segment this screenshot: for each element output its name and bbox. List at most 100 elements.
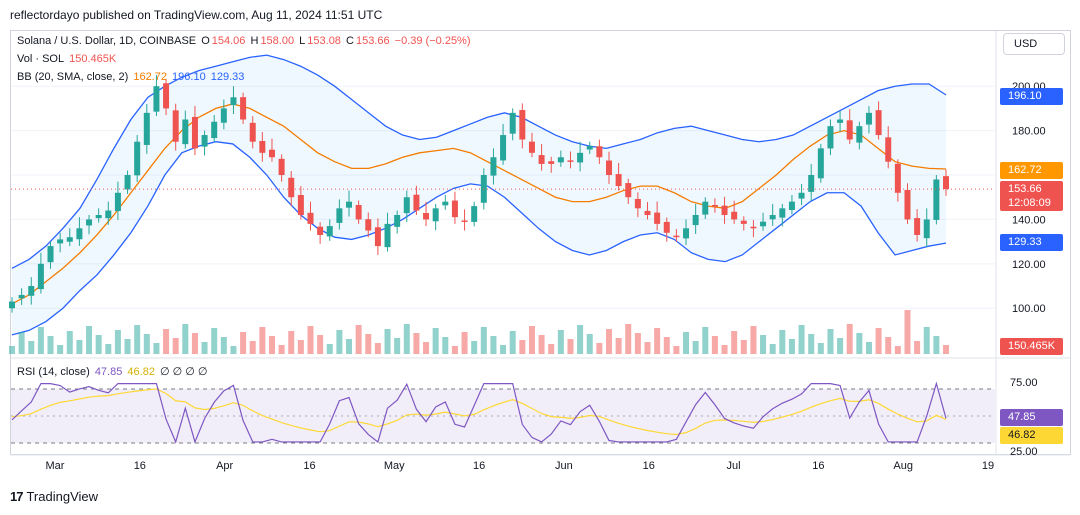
volume-bar <box>423 342 430 354</box>
volume-bar <box>933 336 940 354</box>
candle-body <box>779 208 786 218</box>
candle-body <box>384 223 391 248</box>
candle-body <box>57 239 64 244</box>
volume-bar <box>451 346 458 354</box>
tradingview-logo-icon: 17 <box>10 489 24 504</box>
rsi-value: 47.85 <box>94 366 123 378</box>
candle-body <box>702 201 709 215</box>
volume-bar <box>124 339 131 354</box>
candle-body <box>374 227 381 247</box>
volume-bar <box>28 341 35 354</box>
candle-body <box>557 157 564 163</box>
time-axis-label: Jul <box>727 460 741 472</box>
volume-bar <box>47 336 54 354</box>
volume-bar <box>442 337 449 354</box>
volume-bar <box>211 328 218 354</box>
volume-bar <box>480 327 487 354</box>
time-axis-label: 16 <box>473 460 485 472</box>
candle-body <box>182 119 189 145</box>
time-axis-label: Mar <box>46 460 65 472</box>
candle-body <box>413 194 420 211</box>
bb-lower-tag: 129.33 <box>1000 234 1063 251</box>
candle-body <box>442 201 449 206</box>
volume-bar <box>509 331 516 354</box>
candle-body <box>943 176 949 190</box>
volume-bar <box>788 339 795 354</box>
chart-frame[interactable] <box>10 30 1071 455</box>
time-axis-label: 16 <box>812 460 824 472</box>
time-axis-label: 16 <box>134 460 146 472</box>
rsi-empty-values: ∅ ∅ ∅ ∅ <box>160 366 208 378</box>
publisher-line: reflectordayo published on TradingView.c… <box>10 8 383 22</box>
rsi-axis-label: 75.00 <box>1010 377 1038 389</box>
volume-bar <box>9 346 15 354</box>
volume-label: Vol · SOL <box>17 53 65 65</box>
open-value: 154.06 <box>211 35 246 47</box>
volume-bar <box>259 327 266 354</box>
volume-bar <box>220 337 227 354</box>
candle-body <box>346 201 353 208</box>
candle-body <box>153 86 160 112</box>
volume-bar <box>769 344 776 354</box>
candle-body <box>211 121 218 139</box>
candle-body <box>683 228 690 239</box>
volume-bar <box>326 344 333 354</box>
candle-body <box>615 174 622 187</box>
candle-body <box>307 212 314 224</box>
volume-bar <box>18 332 25 354</box>
candle-body <box>432 208 439 222</box>
volume-bar <box>240 332 247 354</box>
volume-bar <box>249 341 256 354</box>
candle-body <box>163 83 170 109</box>
candle-body <box>904 189 911 220</box>
time-axis-label: Aug <box>893 460 913 472</box>
volume-bar <box>596 343 603 354</box>
volume-bar <box>182 324 189 354</box>
volume-bar <box>837 338 844 354</box>
candle-body <box>451 200 458 218</box>
candle-body <box>577 152 584 163</box>
candle-body <box>471 206 478 222</box>
candle-body <box>114 192 121 212</box>
bb-mid-tag: 162.72 <box>1000 162 1063 179</box>
candle-body <box>220 108 227 123</box>
volume-legend: Vol · SOL 150.465K <box>17 53 118 65</box>
candle-body <box>86 219 93 226</box>
volume-bar <box>191 333 198 354</box>
volume-bar <box>461 332 468 354</box>
rsi-ma-value: 46.82 <box>127 366 155 378</box>
volume-bar <box>500 345 507 354</box>
bb-upper-value: 196.10 <box>172 71 206 83</box>
footer[interactable]: 17 TradingView <box>10 489 98 504</box>
volume-bar <box>471 341 478 354</box>
candle-body <box>172 110 179 142</box>
candle-body <box>134 141 141 176</box>
candle-body <box>18 294 25 299</box>
volume-bar <box>654 328 661 354</box>
rsi-legend: RSI (14, close) 47.85 46.82 ∅ ∅ ∅ ∅ <box>17 365 210 378</box>
volume-bar <box>86 326 93 354</box>
price-axis-label: 100.00 <box>1012 303 1046 315</box>
volume-bar <box>875 328 882 354</box>
volume-bar <box>37 327 44 354</box>
volume-bar <box>538 335 545 354</box>
volume-bar <box>692 341 699 354</box>
volume-bar <box>846 324 853 354</box>
volume-bar <box>923 327 930 354</box>
low-label: L <box>299 35 306 47</box>
volume-bar <box>76 340 83 354</box>
volume-bar <box>817 343 824 354</box>
volume-bar <box>663 337 670 354</box>
volume-bar <box>268 336 275 354</box>
candle-body <box>769 214 776 220</box>
volume-bar <box>577 325 584 354</box>
volume-bar <box>605 329 612 354</box>
candle-body <box>567 160 574 162</box>
candle-body <box>654 212 661 224</box>
candle-body <box>663 221 670 233</box>
last-price-value: 153.66 <box>1008 183 1042 195</box>
volume-bar <box>808 334 815 354</box>
currency-button[interactable]: USD <box>1003 33 1065 55</box>
bar-countdown: 12:08:09 <box>1008 197 1051 209</box>
candle-body <box>721 205 728 215</box>
